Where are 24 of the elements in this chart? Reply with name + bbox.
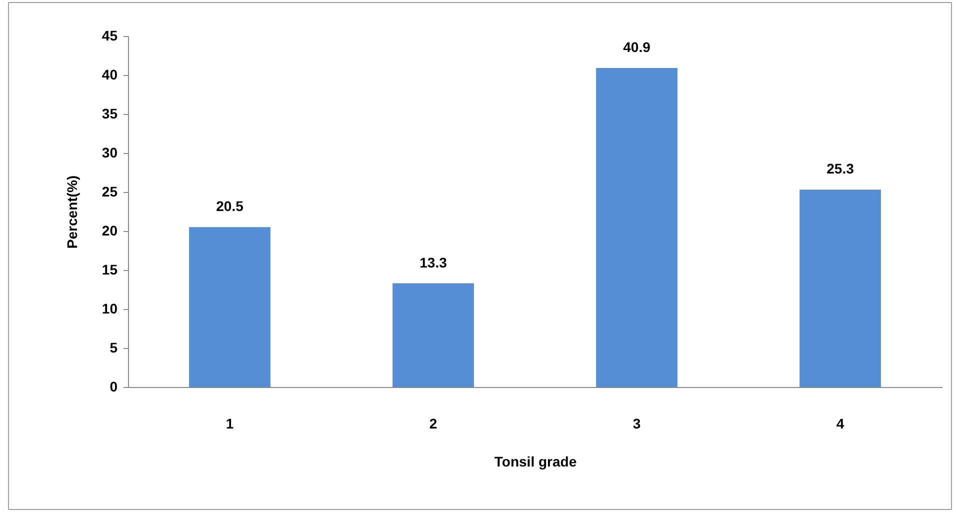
bar <box>189 227 270 387</box>
x-tick-label: 4 <box>836 416 844 432</box>
x-tick-label: 1 <box>226 416 234 432</box>
y-tick-label: 45 <box>102 28 118 44</box>
y-tick-label: 15 <box>102 262 118 278</box>
y-tick-label: 30 <box>102 144 118 160</box>
y-tick-label: 40 <box>102 66 118 82</box>
y-tick-label: 25 <box>102 184 118 200</box>
bar <box>800 190 881 387</box>
y-axis-title: Percent(%) <box>64 175 80 249</box>
y-tick-label: 10 <box>102 300 118 316</box>
y-tick-label: 0 <box>110 378 118 394</box>
data-label: 25.3 <box>826 160 854 177</box>
data-label: 13.3 <box>420 254 448 270</box>
y-tick-label: 35 <box>102 106 118 122</box>
y-tick-label: 5 <box>110 340 118 356</box>
x-axis-title: Tonsil grade <box>494 454 577 470</box>
data-label: 40.9 <box>623 38 651 55</box>
x-tick-label: 2 <box>429 416 438 432</box>
bar <box>596 68 678 387</box>
x-tick-label: 3 <box>632 416 641 432</box>
y-tick-label: 20 <box>102 222 118 238</box>
data-label: 20.5 <box>216 198 244 214</box>
bar <box>392 283 474 387</box>
